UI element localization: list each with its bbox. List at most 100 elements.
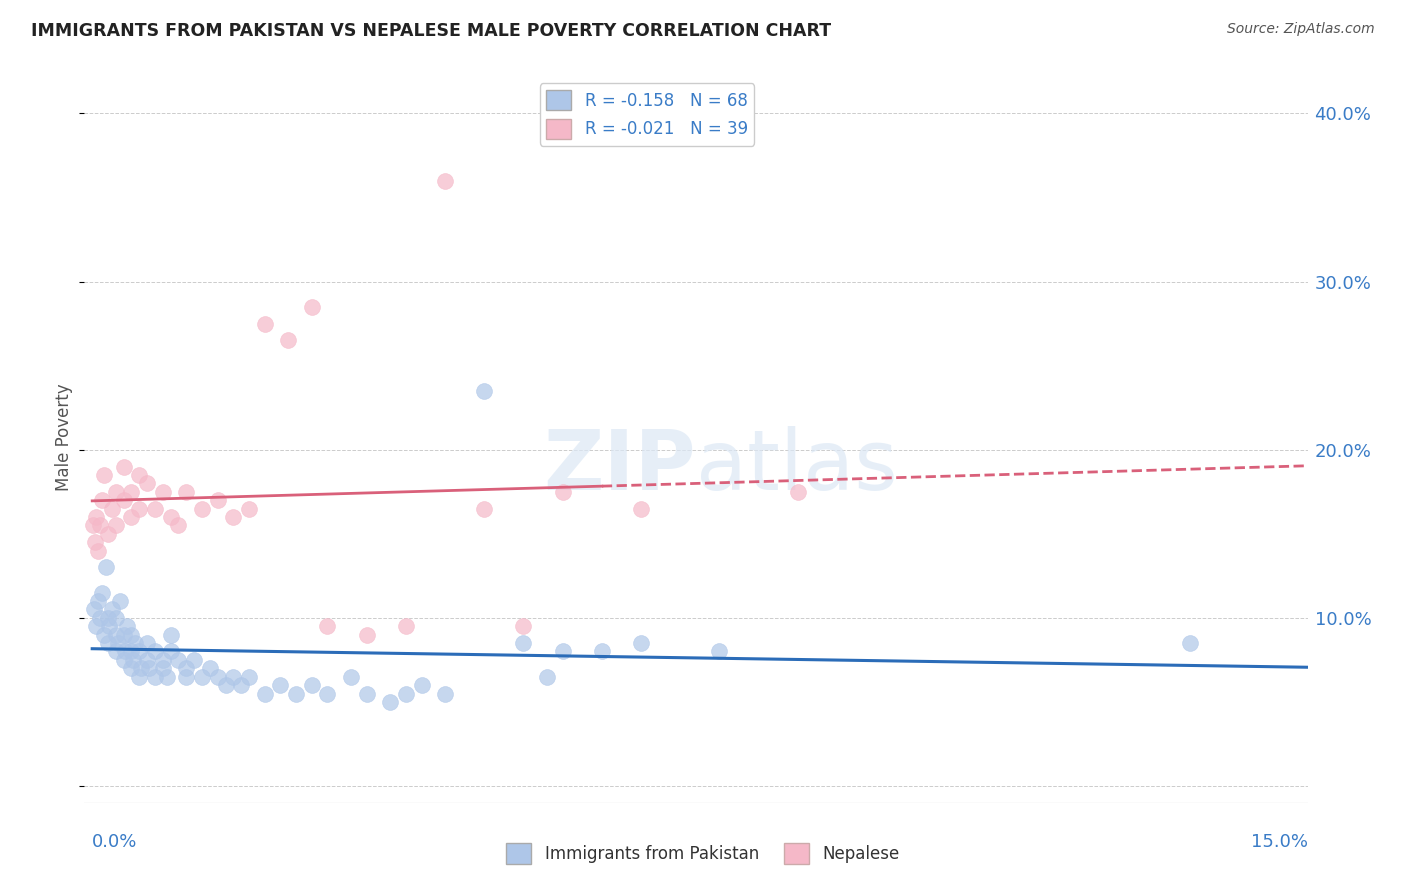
Point [143,501,166,516]
Point [128,644,150,658]
Point [630,501,652,516]
Point [380,695,402,709]
Point [238,670,260,684]
Legend: Immigrants from Pakistan, Nepalese: Immigrants from Pakistan, Nepalese [499,837,907,871]
Point [159,627,181,641]
Text: ZIP: ZIP [544,425,696,507]
Point [434,174,457,188]
Point [104,518,127,533]
Point [222,670,245,684]
Point [512,619,534,633]
Point [90,493,112,508]
Point [536,670,558,684]
Point [167,518,190,533]
Point [301,300,323,314]
Point [285,686,308,700]
Point [104,644,127,658]
Point [301,678,323,692]
Point [472,501,495,516]
Point [787,484,810,499]
Point [356,627,378,641]
Point [136,636,159,650]
Point [97,611,120,625]
Point [316,619,339,633]
Point [152,484,174,499]
Point [156,670,179,684]
Point [98,619,121,633]
Point [83,602,105,616]
Point [138,661,160,675]
Y-axis label: Male Poverty: Male Poverty [55,384,73,491]
Text: 15.0%: 15.0% [1250,833,1308,851]
Point [90,585,112,599]
Text: Source: ZipAtlas.com: Source: ZipAtlas.com [1227,22,1375,37]
Point [1178,636,1201,650]
Point [120,627,142,641]
Point [174,670,197,684]
Point [84,619,107,633]
Point [124,636,146,650]
Point [89,611,111,625]
Point [83,535,105,549]
Point [108,594,131,608]
Point [356,686,378,700]
Point [128,467,150,482]
Point [512,636,534,650]
Point [89,518,111,533]
Point [191,501,214,516]
Point [112,653,135,667]
Point [277,334,299,348]
Text: 0.0%: 0.0% [93,833,138,851]
Point [93,627,115,641]
Text: atlas: atlas [696,425,897,507]
Point [207,493,229,508]
Point [104,611,127,625]
Point [316,686,339,700]
Point [152,653,174,667]
Point [87,594,110,608]
Point [472,384,495,398]
Point [198,661,221,675]
Text: IMMIGRANTS FROM PAKISTAN VS NEPALESE MALE POVERTY CORRELATION CHART: IMMIGRANTS FROM PAKISTAN VS NEPALESE MAL… [31,22,831,40]
Point [340,670,363,684]
Point [120,644,142,658]
Point [411,678,433,692]
Point [112,627,135,641]
Point [84,510,107,524]
Point [174,484,197,499]
Point [136,653,159,667]
Point [96,560,118,574]
Point [93,467,115,482]
Point [101,602,124,616]
Point [112,459,135,474]
Point [551,644,574,658]
Point [122,653,145,667]
Point [253,317,276,331]
Point [238,501,260,516]
Point [112,493,135,508]
Legend: R = -0.158   N = 68, R = -0.021   N = 39: R = -0.158 N = 68, R = -0.021 N = 39 [540,83,755,145]
Point [214,678,236,692]
Point [117,619,139,633]
Point [159,510,181,524]
Point [395,619,418,633]
Point [128,501,150,516]
Point [551,484,574,499]
Point [222,510,245,524]
Point [97,526,120,541]
Point [152,661,174,675]
Point [167,653,190,667]
Point [434,686,457,700]
Point [82,518,104,533]
Point [207,670,229,684]
Point [101,501,124,516]
Point [269,678,291,692]
Point [120,661,142,675]
Point [253,686,276,700]
Point [231,678,253,692]
Point [129,661,152,675]
Point [159,644,181,658]
Point [174,661,197,675]
Point [87,543,110,558]
Point [709,644,731,658]
